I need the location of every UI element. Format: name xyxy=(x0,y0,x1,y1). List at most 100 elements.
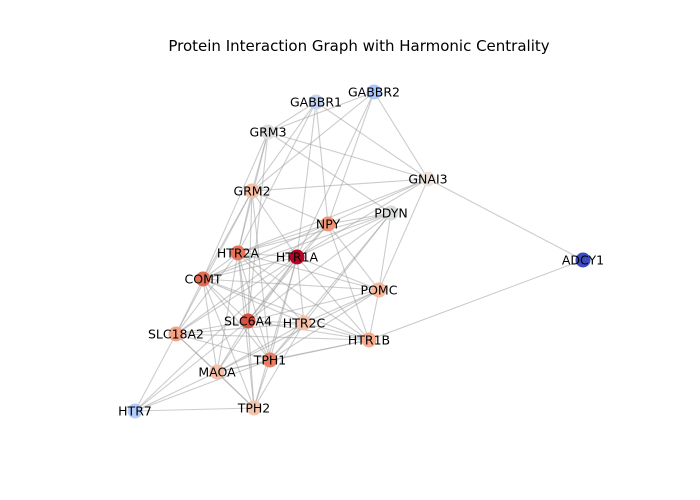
edge-slc18a2-htr7 xyxy=(134,333,177,412)
edge-pomc-maoa xyxy=(216,289,380,373)
edge-grm2-slc18a2 xyxy=(175,190,253,335)
node-pomc xyxy=(371,282,387,298)
edge-comt-pomc xyxy=(202,278,380,291)
node-label-htr2a: HTR2A xyxy=(217,246,260,261)
edge-gabbr2-grm3 xyxy=(267,91,375,133)
edge-gnai3-adcy1 xyxy=(427,178,584,261)
node-label-pomc: POMC xyxy=(361,283,398,298)
edge-pdyn-pomc xyxy=(378,212,392,291)
node-gabbr1 xyxy=(308,94,324,110)
edge-htr2a-tph1 xyxy=(237,252,271,361)
edge-htr2a-maoa xyxy=(216,252,239,373)
node-label-maoa: MAOA xyxy=(198,365,236,380)
edge-grm3-pdyn xyxy=(267,131,392,214)
edge-grm2-npy xyxy=(251,190,329,225)
node-label-adcy1: ADCY1 xyxy=(562,253,604,268)
edge-comt-slc18a2 xyxy=(175,278,204,335)
node-label-npy: NPY xyxy=(316,217,341,232)
chart-title: Protein Interaction Graph with Harmonic … xyxy=(168,37,550,55)
edge-comt-tph2 xyxy=(202,278,255,409)
edge-htr2a-htr1b xyxy=(237,252,370,341)
edge-htr1a-maoa xyxy=(216,256,298,373)
edge-gabbr1-grm3 xyxy=(267,101,317,133)
edge-grm2-htr2a xyxy=(237,190,253,254)
node-maoa xyxy=(209,364,225,380)
node-label-slc18a2: SLC18A2 xyxy=(148,327,204,342)
edge-slc18a2-htr1b xyxy=(175,333,370,341)
edge-gabbr2-npy xyxy=(327,91,375,225)
edge-gabbr1-npy xyxy=(315,101,329,225)
label-layer: GABBR1 GABBR2 GRM3 GNAI3 GRM2 NPY PDYN HTR2A HTR… xyxy=(118,85,604,419)
edge-pomc-slc6a4 xyxy=(247,289,380,322)
edge-htr2a-pomc xyxy=(237,252,380,291)
edge-pdyn-htr2a xyxy=(237,212,392,254)
edge-htr7-tph2 xyxy=(134,407,255,412)
edge-gabbr1-grm2 xyxy=(251,101,317,192)
node-label-tph1: TPH1 xyxy=(253,353,287,368)
edge-gnai3-pomc xyxy=(378,178,429,291)
node-label-gabbr2: GABBR2 xyxy=(348,85,400,100)
node-htr1a xyxy=(289,249,305,265)
edge-slc6a4-htr2c xyxy=(247,320,305,324)
edge-htr2c-slc18a2 xyxy=(175,322,305,335)
edge-htr2c-maoa xyxy=(216,322,305,373)
node-label-htr7: HTR7 xyxy=(118,404,152,419)
edge-htr1a-htr1b xyxy=(296,256,370,341)
node-tph1 xyxy=(262,352,278,368)
node-gabbr2 xyxy=(366,84,382,100)
edge-gnai3-grm2 xyxy=(251,178,429,192)
node-htr7 xyxy=(127,403,143,419)
node-label-htr1b: HTR1B xyxy=(348,333,390,348)
edge-htr2c-tph1 xyxy=(269,322,305,361)
edge-npy-htr2a xyxy=(237,223,329,254)
edge-comt-maoa xyxy=(202,278,218,373)
edge-tph1-tph2 xyxy=(253,359,271,409)
edge-htr2c-htr1b xyxy=(303,322,370,341)
edge-npy-comt xyxy=(202,223,329,280)
edge-slc6a4-htr1b xyxy=(247,320,370,341)
node-comt xyxy=(195,271,211,287)
edge-htr1a-tph2 xyxy=(253,256,298,409)
node-label-comt: COMT xyxy=(185,272,222,287)
edge-htr1a-slc18a2 xyxy=(175,256,298,335)
edge-maoa-htr7 xyxy=(134,371,218,412)
edge-npy-pdyn xyxy=(327,212,392,225)
edge-slc6a4-maoa xyxy=(216,320,249,373)
node-htr1b xyxy=(361,332,377,348)
node-npy xyxy=(320,216,336,232)
edge-pomc-htr1b xyxy=(368,289,380,341)
node-label-gnai3: GNAI3 xyxy=(408,172,447,187)
edge-comt-htr2c xyxy=(202,278,305,324)
edge-comt-htr1b xyxy=(202,278,370,341)
edge-npy-slc18a2 xyxy=(175,223,329,335)
node-label-slc6a4: SLC6A4 xyxy=(224,314,272,329)
edge-htr2c-tph2 xyxy=(253,322,305,409)
edge-maoa-tph2 xyxy=(216,371,255,409)
edge-gabbr1-htr1a xyxy=(296,101,317,258)
edge-gabbr2-grm2 xyxy=(251,91,375,192)
node-htr2a xyxy=(230,245,246,261)
node-label-tph2: TPH2 xyxy=(237,401,271,416)
node-slc18a2 xyxy=(168,326,184,342)
node-label-htr2c: HTR2C xyxy=(283,316,326,331)
node-tph2 xyxy=(246,400,262,416)
edge-grm3-comt xyxy=(202,131,269,280)
edge-gnai3-npy xyxy=(327,178,429,225)
node-slc6a4 xyxy=(240,313,256,329)
edge-slc6a4-slc18a2 xyxy=(175,320,249,335)
node-grm2 xyxy=(244,183,260,199)
edge-gnai3-htr2a xyxy=(237,178,429,254)
edge-pdyn-comt xyxy=(202,212,392,280)
node-grm3 xyxy=(260,124,276,140)
edge-htr1a-htr2c xyxy=(296,256,305,324)
edge-htr1a-pomc xyxy=(296,256,380,291)
edge-htr1a-comt xyxy=(202,256,298,280)
edge-pomc-htr2c xyxy=(303,289,380,324)
edge-htr2a-slc18a2 xyxy=(175,252,239,335)
edge-layer xyxy=(134,91,584,412)
node-gnai3 xyxy=(420,171,436,187)
edge-tph1-maoa xyxy=(216,359,271,373)
edge-pdyn-htr1a xyxy=(296,212,392,258)
